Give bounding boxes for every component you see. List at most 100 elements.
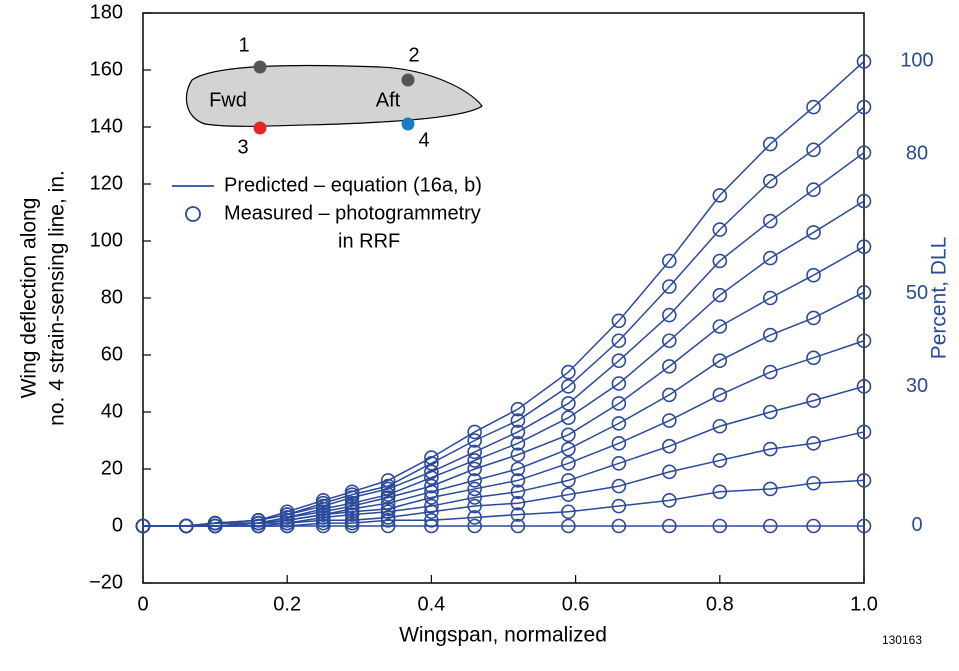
measured-point (380, 495, 396, 511)
measured-point (510, 473, 526, 488)
measured-point (712, 353, 728, 369)
measured-point (611, 376, 627, 391)
measured-point (135, 518, 151, 534)
x-tick-label: 0.8 (706, 593, 734, 615)
measured-point (424, 504, 439, 520)
measured-point (762, 364, 778, 380)
measured-point (424, 464, 439, 480)
y-tick-label: 0 (112, 514, 123, 536)
measured-point (467, 433, 482, 448)
measured-point (380, 510, 396, 525)
measured-point (561, 364, 576, 380)
measured-point (856, 54, 872, 69)
legend-circle (185, 206, 201, 222)
measured-point (856, 473, 872, 488)
measured-point (662, 493, 677, 508)
measured-point (806, 267, 821, 283)
x-axis-title: Wingspan, normalized (399, 624, 607, 647)
measured-point (662, 413, 677, 428)
y-tick-label: 20 (101, 457, 123, 479)
x-tick-label: 0 (137, 593, 148, 615)
sensor-label: 1 (238, 34, 249, 56)
measured-point (424, 450, 439, 465)
measured-point (762, 290, 778, 306)
measured-point (561, 455, 576, 471)
measured-point (806, 475, 821, 491)
measured-point (611, 396, 627, 411)
x-tick-label: 1.0 (850, 593, 878, 615)
measured-point (762, 481, 778, 497)
measured-point (762, 250, 778, 266)
y2-tick-label: 80 (906, 143, 928, 165)
measured-point (561, 441, 576, 457)
measured-point (510, 507, 526, 522)
measured-point (611, 455, 627, 471)
measured-point (510, 484, 526, 500)
measured-point (510, 495, 526, 511)
y-tick-label: 160 (90, 58, 123, 80)
legend-label: in RRF (338, 230, 400, 252)
measured-point (712, 387, 728, 403)
measured-point (806, 182, 821, 197)
measured-point (467, 518, 482, 534)
y-tick-label: −20 (89, 571, 123, 593)
measured-point (467, 473, 482, 488)
measured-point (662, 333, 677, 349)
measured-point (762, 213, 778, 229)
sensor-point (401, 73, 415, 87)
measured-point (424, 512, 439, 528)
measured-point (762, 404, 778, 420)
y2-tick-label: 100 (900, 50, 933, 72)
measured-point (806, 142, 821, 158)
measured-point (561, 379, 576, 394)
measured-point (344, 495, 360, 511)
measured-point (380, 473, 396, 488)
measured-point (762, 327, 778, 343)
measured-point (561, 396, 576, 411)
predicted-line (143, 106, 865, 527)
measured-point (279, 504, 295, 520)
measured-point (762, 136, 778, 152)
y-tick-label: 40 (101, 400, 123, 422)
measured-point (712, 253, 728, 269)
measured-point (712, 453, 728, 468)
x-tick-label: 0.2 (273, 593, 301, 615)
measured-point (662, 518, 677, 534)
y-tick-label: 60 (101, 343, 123, 365)
measured-point (806, 393, 821, 408)
measured-point (856, 99, 872, 115)
sensor-point (253, 121, 267, 135)
measured-point (806, 436, 821, 451)
measured-point (510, 447, 526, 463)
measured-point (611, 478, 627, 494)
measured-point (178, 518, 194, 534)
measured-point (762, 173, 778, 189)
measured-point (662, 359, 677, 374)
predicted-line (143, 431, 865, 527)
y-tick-label: 120 (90, 172, 123, 194)
measured-point (251, 512, 266, 528)
measured-point (806, 99, 821, 115)
inset-label: Fwd (209, 89, 247, 111)
measured-point (611, 353, 627, 369)
measured-point (662, 253, 677, 269)
measured-point (561, 504, 576, 520)
measured-point (424, 478, 439, 494)
measured-point (424, 498, 439, 514)
y-tick-label: 100 (90, 229, 123, 251)
measured-point (561, 410, 576, 426)
measured-point (712, 319, 728, 334)
predicted-line (143, 246, 865, 527)
measured-point (762, 441, 778, 457)
measured-point (424, 518, 439, 534)
measured-point (380, 501, 396, 517)
measured-point (467, 490, 482, 505)
measured-point (806, 310, 821, 326)
y2-tick-label: 0 (911, 514, 922, 536)
inset-label: Aft (376, 89, 401, 111)
measured-point (856, 333, 872, 349)
measured-point (510, 461, 526, 477)
predicted-line (143, 385, 865, 527)
sensor-label: 3 (237, 136, 248, 158)
